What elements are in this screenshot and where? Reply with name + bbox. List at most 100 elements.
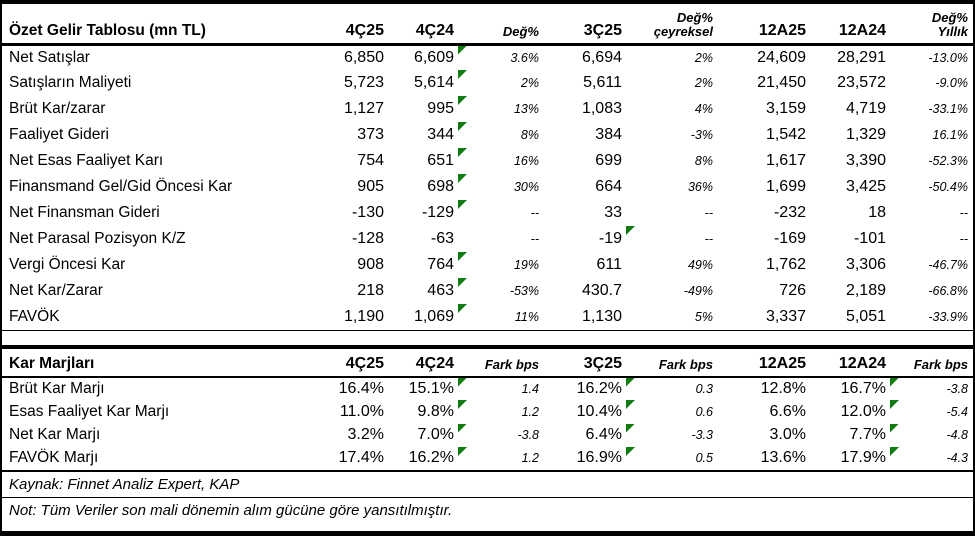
value-cell: 11.0% — [339, 402, 384, 420]
table-row: Net Satışlar 6,850 6,609 3.6% 6,694 2% 24,609 2… — [2, 44, 973, 70]
column-header: 4Ç25 — [345, 354, 384, 372]
column-header: 4Ç24 — [415, 354, 454, 372]
pct-cell: -4.8 — [946, 428, 968, 443]
table-row: Net Finansman Gideri -130 -129 -- 33 -- -232 18… — [2, 200, 973, 226]
green-corner-flag-icon — [626, 226, 635, 235]
value-cell: 3.0% — [769, 426, 806, 444]
value-cell: 463 — [396, 278, 467, 304]
value-cell: 6,850 — [343, 48, 384, 66]
green-corner-flag-icon — [458, 96, 467, 105]
green-corner-flag-icon — [890, 423, 899, 433]
row-label: Net Kar Marjı — [9, 426, 101, 444]
table-row: Satışların Maliyeti 5,723 5,614 2% 5,611 2% 21… — [2, 70, 973, 96]
value-cell: 12.0% — [818, 400, 899, 424]
pct-cell: -3.8 — [946, 381, 968, 396]
value-cell: 1,127 — [343, 100, 384, 117]
row-label: Esas Faaliyet Kar Marjı — [9, 402, 170, 420]
pct-cell: 16% — [513, 154, 539, 168]
pct-cell: 5% — [694, 309, 713, 324]
income-statement-table: Özet Gelir Tablosu (mn TL) 4Ç25 4Ç24 Değ% 3… — [2, 4, 973, 331]
value-cell: 218 — [357, 282, 384, 299]
value-cell: 6,694 — [581, 48, 622, 66]
value-cell: -19 — [544, 226, 635, 252]
value-cell: 764 — [396, 252, 467, 278]
pct-cell: 13% — [513, 102, 539, 116]
value-cell: 1,329 — [845, 126, 886, 143]
pct-cell: -- — [704, 206, 713, 220]
value-cell: 10.4% — [544, 400, 635, 424]
pct-cell: 8% — [520, 128, 539, 142]
margins-table-title: Kar Marjları — [9, 355, 95, 373]
value-cell: -101 — [853, 230, 886, 247]
pct-cell: 2% — [694, 50, 713, 65]
pct-cell: 1.4 — [521, 381, 539, 396]
row-label: Satışların Maliyeti — [9, 74, 132, 91]
table-row: Net Parasal Pozisyon K/Z -128 -63 -- -19 -- -1… — [2, 226, 973, 252]
green-corner-flag-icon — [458, 304, 467, 313]
pct-cell: -3% — [690, 128, 713, 142]
value-cell: 1,083 — [581, 100, 622, 117]
green-corner-flag-icon — [626, 377, 635, 387]
value-cell: 13.6% — [760, 449, 806, 467]
row-label: FAVÖK — [9, 307, 60, 325]
pct-cell: -33.1% — [928, 102, 968, 116]
value-cell: -63 — [430, 230, 454, 247]
value-cell: 698 — [396, 174, 467, 200]
value-cell: 430.7 — [581, 282, 622, 299]
value-cell: 16.2% — [396, 447, 467, 471]
column-header: Değ% çeyreksel — [653, 9, 713, 40]
pct-cell: 4% — [694, 102, 713, 116]
margins-table-header-row: Kar Marjları 4Ç25 4Ç24 Fark bps 3Ç25 Fark bp… — [2, 347, 973, 377]
green-corner-flag-icon — [626, 447, 635, 456]
row-label: Brüt Kar/zarar — [9, 100, 106, 117]
value-cell: 6.4% — [544, 423, 635, 448]
value-cell: 754 — [357, 152, 384, 169]
table-row: Net Esas Faaliyet Karı 754 651 16% 699 8% 1,61… — [2, 148, 973, 174]
table-row: FAVÖK Marjı 17.4% 16.2% 1.2 16.9% 0.5 13.6% 17.… — [2, 447, 973, 471]
value-cell: 1,069 — [396, 304, 467, 330]
pct-cell: -5.4 — [946, 404, 968, 419]
green-corner-flag-icon — [890, 400, 899, 409]
row-label: FAVÖK Marjı — [9, 449, 99, 467]
value-cell: 1,699 — [765, 178, 806, 195]
column-header: 12A25 — [758, 354, 806, 372]
green-corner-flag-icon — [890, 447, 899, 456]
value-cell: 5,723 — [343, 74, 384, 91]
table-row: FAVÖK 1,190 1,069 11% 1,130 5% 3,337 5,051 -33.9… — [2, 304, 973, 330]
pct-cell: 1.2 — [521, 404, 539, 419]
value-cell: 384 — [595, 126, 622, 143]
green-corner-flag-icon — [458, 148, 467, 157]
green-corner-flag-icon — [890, 377, 899, 387]
value-cell: 33 — [604, 204, 622, 221]
pct-cell: -66.8% — [928, 284, 968, 298]
pct-cell: -33.9% — [928, 309, 968, 324]
table-row: Faaliyet Gideri 373 344 8% 384 -3% 1,542 1,329 1… — [2, 122, 973, 148]
column-header: Fark bps — [913, 357, 968, 373]
value-cell: 651 — [396, 148, 467, 174]
value-cell: 908 — [357, 256, 384, 273]
source-note: Kaynak: Finnet Analiz Expert, KAP — [9, 475, 240, 493]
value-cell: 2,189 — [845, 282, 886, 299]
row-label: Net Kar/Zarar — [9, 282, 103, 299]
value-cell: 21,450 — [757, 74, 806, 91]
pct-cell: 2% — [520, 76, 539, 90]
pct-cell: 30% — [513, 180, 539, 194]
column-header: Değ% Yıllık — [931, 9, 968, 40]
value-cell: 7.7% — [818, 423, 899, 448]
pct-cell: 36% — [687, 180, 713, 194]
green-corner-flag-icon — [458, 447, 467, 456]
row-label: Net Esas Faaliyet Karı — [9, 152, 164, 169]
value-cell: 3,425 — [845, 178, 886, 195]
value-cell: 28,291 — [837, 48, 886, 66]
green-corner-flag-icon — [458, 45, 467, 55]
table-row: Esas Faaliyet Kar Marjı 11.0% 9.8% 1.2 10.4%… — [2, 400, 973, 424]
pct-cell: -49% — [683, 284, 713, 298]
green-corner-flag-icon — [626, 423, 635, 433]
value-cell: 12.8% — [760, 379, 806, 397]
value-cell: 1,762 — [765, 256, 806, 273]
pct-cell: 16.1% — [932, 128, 968, 142]
table-row: Net Kar Marjı 3.2% 7.0% -3.8 6.4% -3.3 3.0% 7.7… — [2, 423, 973, 448]
value-cell: -129 — [396, 200, 467, 226]
pct-cell: -50.4% — [928, 180, 968, 194]
value-cell: 3,390 — [845, 152, 886, 169]
